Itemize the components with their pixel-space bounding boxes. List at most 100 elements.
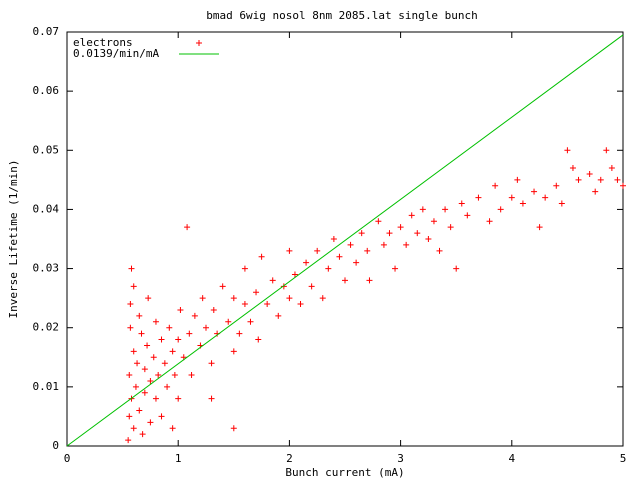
- point: [291, 271, 298, 278]
- point: [132, 383, 139, 390]
- point: [145, 295, 152, 302]
- point: [408, 212, 415, 219]
- point: [542, 194, 549, 201]
- point: [128, 265, 135, 272]
- point: [508, 194, 515, 201]
- point: [219, 283, 226, 290]
- y-tick-label: 0.04: [33, 202, 60, 215]
- point: [208, 395, 215, 402]
- point: [175, 395, 182, 402]
- point: [453, 265, 460, 272]
- point: [136, 312, 143, 319]
- point: [150, 354, 157, 361]
- point: [161, 360, 168, 367]
- point: [514, 176, 521, 183]
- point: [620, 182, 626, 189]
- point: [236, 330, 243, 337]
- plot-border: [66, 31, 624, 447]
- point: [586, 170, 593, 177]
- point: [247, 318, 254, 325]
- point: [258, 253, 265, 260]
- y-axis-label: Inverse Lifetime (1/min): [7, 160, 20, 319]
- point: [139, 431, 146, 438]
- y-tick-label: 0.07: [33, 25, 60, 38]
- y-tick-label: 0: [52, 439, 59, 452]
- point: [164, 383, 171, 390]
- point: [147, 377, 154, 384]
- point: [158, 336, 165, 343]
- point: [126, 413, 133, 420]
- point: [603, 147, 610, 154]
- point: [286, 295, 293, 302]
- point: [166, 324, 173, 331]
- x-tick-label: 2: [286, 452, 293, 465]
- point: [127, 324, 134, 331]
- point: [138, 330, 145, 337]
- point: [126, 372, 133, 379]
- point: [366, 277, 373, 284]
- point: [592, 188, 599, 195]
- point: [241, 301, 248, 308]
- point: [230, 295, 237, 302]
- point: [169, 425, 176, 432]
- point: [486, 218, 493, 225]
- x-tick-label: 5: [620, 452, 627, 465]
- y-tick-label: 0.05: [33, 143, 60, 156]
- point: [269, 277, 276, 284]
- point: [553, 182, 560, 189]
- point: [177, 306, 184, 313]
- point: [286, 247, 293, 254]
- point: [353, 259, 360, 266]
- y-tick-label: 0.03: [33, 262, 60, 275]
- point: [297, 301, 304, 308]
- point: [255, 336, 262, 343]
- point: [458, 200, 465, 207]
- point: [414, 230, 421, 237]
- point: [330, 236, 337, 242]
- point: [186, 330, 193, 337]
- point: [171, 372, 178, 379]
- point: [127, 301, 134, 308]
- point: [152, 395, 159, 402]
- point: [608, 165, 615, 172]
- point: [152, 318, 159, 325]
- legend-label: 0.0139/min/mA: [73, 47, 159, 60]
- point: [314, 247, 321, 254]
- point: [241, 265, 248, 272]
- x-tick-label: 3: [397, 452, 404, 465]
- point: [319, 295, 326, 302]
- chart-title: bmad 6wig nosol 8nm 2085.lat single bunc…: [206, 9, 478, 22]
- point: [230, 425, 237, 432]
- point: [308, 283, 315, 290]
- point: [403, 241, 410, 248]
- point: [442, 206, 449, 213]
- point: [430, 218, 437, 225]
- point: [436, 247, 443, 254]
- point: [375, 218, 382, 225]
- fit-line: [66, 34, 624, 447]
- point: [575, 176, 582, 183]
- point: [564, 147, 571, 154]
- x-tick-label: 4: [508, 452, 515, 465]
- point: [130, 348, 137, 355]
- point: [141, 366, 148, 373]
- point: [614, 176, 621, 183]
- point: [347, 241, 354, 248]
- point: [175, 336, 182, 343]
- x-axis-label: Bunch current (mA): [285, 466, 404, 479]
- point: [558, 200, 565, 207]
- point: [169, 348, 176, 355]
- point: [464, 212, 471, 219]
- point: [497, 206, 504, 213]
- point: [492, 182, 499, 189]
- point: [275, 312, 282, 319]
- point: [303, 259, 310, 266]
- point: [208, 360, 215, 367]
- point: [447, 224, 454, 231]
- point: [264, 301, 271, 308]
- point: [325, 265, 332, 272]
- point: [125, 437, 132, 444]
- point: [158, 413, 165, 420]
- point: [475, 194, 482, 201]
